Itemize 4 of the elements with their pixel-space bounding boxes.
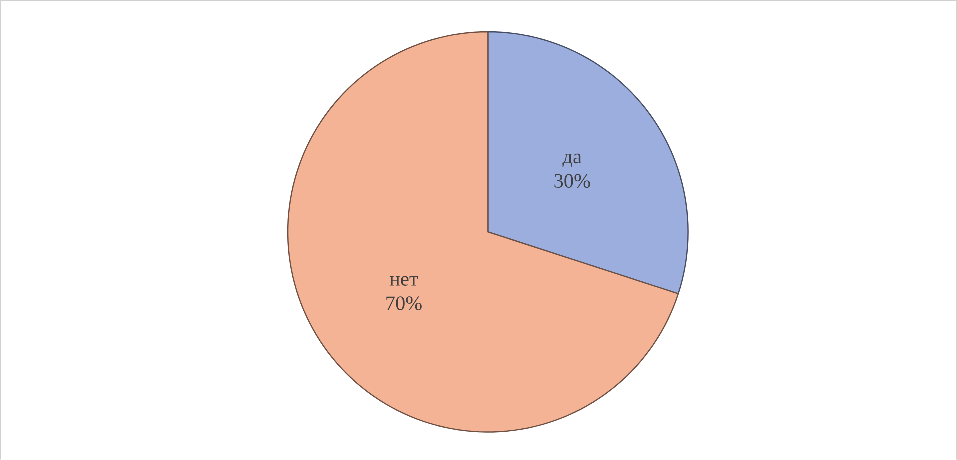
data-label: 30%	[554, 174, 590, 188]
slice-label: нет	[390, 276, 418, 286]
data-label: 70%	[386, 296, 422, 310]
slice-label: да	[562, 154, 582, 168]
